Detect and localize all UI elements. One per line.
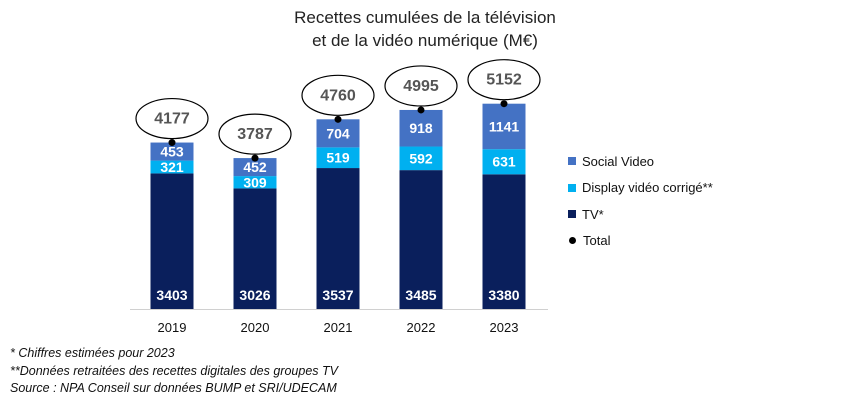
- x-tick-label-2019: 2019: [158, 320, 187, 335]
- x-tick-label-2023: 2023: [490, 320, 519, 335]
- bar-tv-2021: [316, 168, 360, 309]
- data-label-social-video-2021: 704: [326, 125, 350, 141]
- total-marker-2020: [251, 154, 259, 162]
- legend-label-social-video: Social Video: [582, 153, 655, 169]
- data-label-social-video-2023: 1141: [489, 118, 520, 134]
- bar-display-vid-o-corrig-2023: [482, 149, 526, 175]
- total-marker-2022: [417, 106, 425, 114]
- bar-social-video-2020: [233, 158, 277, 177]
- total-marker-2021: [334, 115, 342, 123]
- total-callout-2019: [135, 97, 209, 140]
- chart-title: Recettes cumulées de la télévision et de…: [240, 6, 610, 52]
- total-marker-2019: [168, 139, 176, 147]
- data-label-tv-2019: 3403: [156, 287, 187, 303]
- legend-item-tv: TV*: [568, 201, 713, 228]
- footnote-retreated: **Données retraitées des recettes digita…: [10, 363, 338, 378]
- legend-swatch-tv: [568, 210, 576, 219]
- total-callout-2022: [384, 65, 458, 107]
- x-tick-label-2021: 2021: [324, 320, 353, 335]
- data-label-social-video-2020: 452: [243, 159, 267, 175]
- chart-title-line-2: et de la vidéo numérique (M€): [312, 31, 538, 50]
- total-label-2021: 4760: [320, 87, 356, 104]
- bar-social-video-2023: [482, 103, 526, 150]
- total-marker-2023: [500, 100, 508, 108]
- bar-tv-2022: [399, 170, 443, 309]
- bar-display-vid-o-corrig-2021: [316, 147, 360, 169]
- total-label-2023: 5152: [486, 72, 522, 89]
- legend-swatch-social-video: [568, 157, 576, 166]
- data-label-display-vid-o-corrig-2022: 592: [409, 150, 433, 166]
- data-label-display-vid-o-corrig-2020: 309: [243, 174, 267, 190]
- legend-marker-total: [569, 237, 576, 245]
- total-callout-2020: [218, 113, 292, 155]
- x-tick-label-2020: 2020: [241, 320, 270, 335]
- legend-item-social-video: Social Video: [568, 148, 713, 175]
- total-callout-2023: [467, 59, 541, 101]
- footnote-estimate: * Chiffres estimées pour 2023: [10, 346, 175, 360]
- chart-title-line-1: Recettes cumulées de la télévision: [294, 8, 556, 27]
- bar-tv-2023: [482, 174, 526, 309]
- data-label-display-vid-o-corrig-2019: 321: [160, 159, 184, 175]
- data-label-social-video-2019: 453: [160, 144, 184, 160]
- footnote-source: Source : NPA Conseil sur données BUMP et…: [10, 381, 337, 395]
- bar-display-vid-o-corrig-2019: [150, 160, 194, 174]
- data-label-display-vid-o-corrig-2021: 519: [326, 150, 350, 166]
- data-label-social-video-2022: 918: [409, 120, 433, 136]
- footnotes: * Chiffres estimées pour 2023 **Données …: [10, 345, 338, 398]
- data-label-tv-2023: 3380: [488, 287, 519, 303]
- data-label-display-vid-o-corrig-2023: 631: [492, 154, 516, 170]
- bar-tv-2019: [150, 173, 194, 309]
- total-callout-2021: [301, 74, 375, 116]
- data-label-tv-2022: 3485: [405, 287, 436, 303]
- bar-social-video-2021: [316, 119, 360, 148]
- legend-item-display-video: Display vidéo corrigé**: [568, 175, 713, 202]
- bar-social-video-2022: [399, 109, 443, 147]
- total-label-2020: 3787: [237, 126, 273, 143]
- total-label-2019: 4177: [154, 111, 190, 128]
- legend-item-total: Total: [568, 228, 713, 255]
- legend-label-tv: TV*: [582, 206, 604, 222]
- x-tick-label-2022: 2022: [407, 320, 436, 335]
- legend-label-display-video: Display vidéo corrigé**: [582, 180, 713, 196]
- legend-swatch-display-video: [568, 183, 576, 192]
- data-label-tv-2020: 3026: [239, 287, 270, 303]
- bar-tv-2020: [233, 188, 277, 309]
- bar-social-video-2019: [150, 142, 194, 161]
- chart-legend: Social Video Display vidéo corrigé** TV*…: [568, 148, 713, 254]
- bar-display-vid-o-corrig-2022: [399, 146, 443, 171]
- bar-display-vid-o-corrig-2020: [233, 176, 277, 189]
- data-label-tv-2021: 3537: [322, 287, 353, 303]
- total-label-2022: 4995: [403, 78, 439, 95]
- legend-label-total: Total: [583, 233, 611, 249]
